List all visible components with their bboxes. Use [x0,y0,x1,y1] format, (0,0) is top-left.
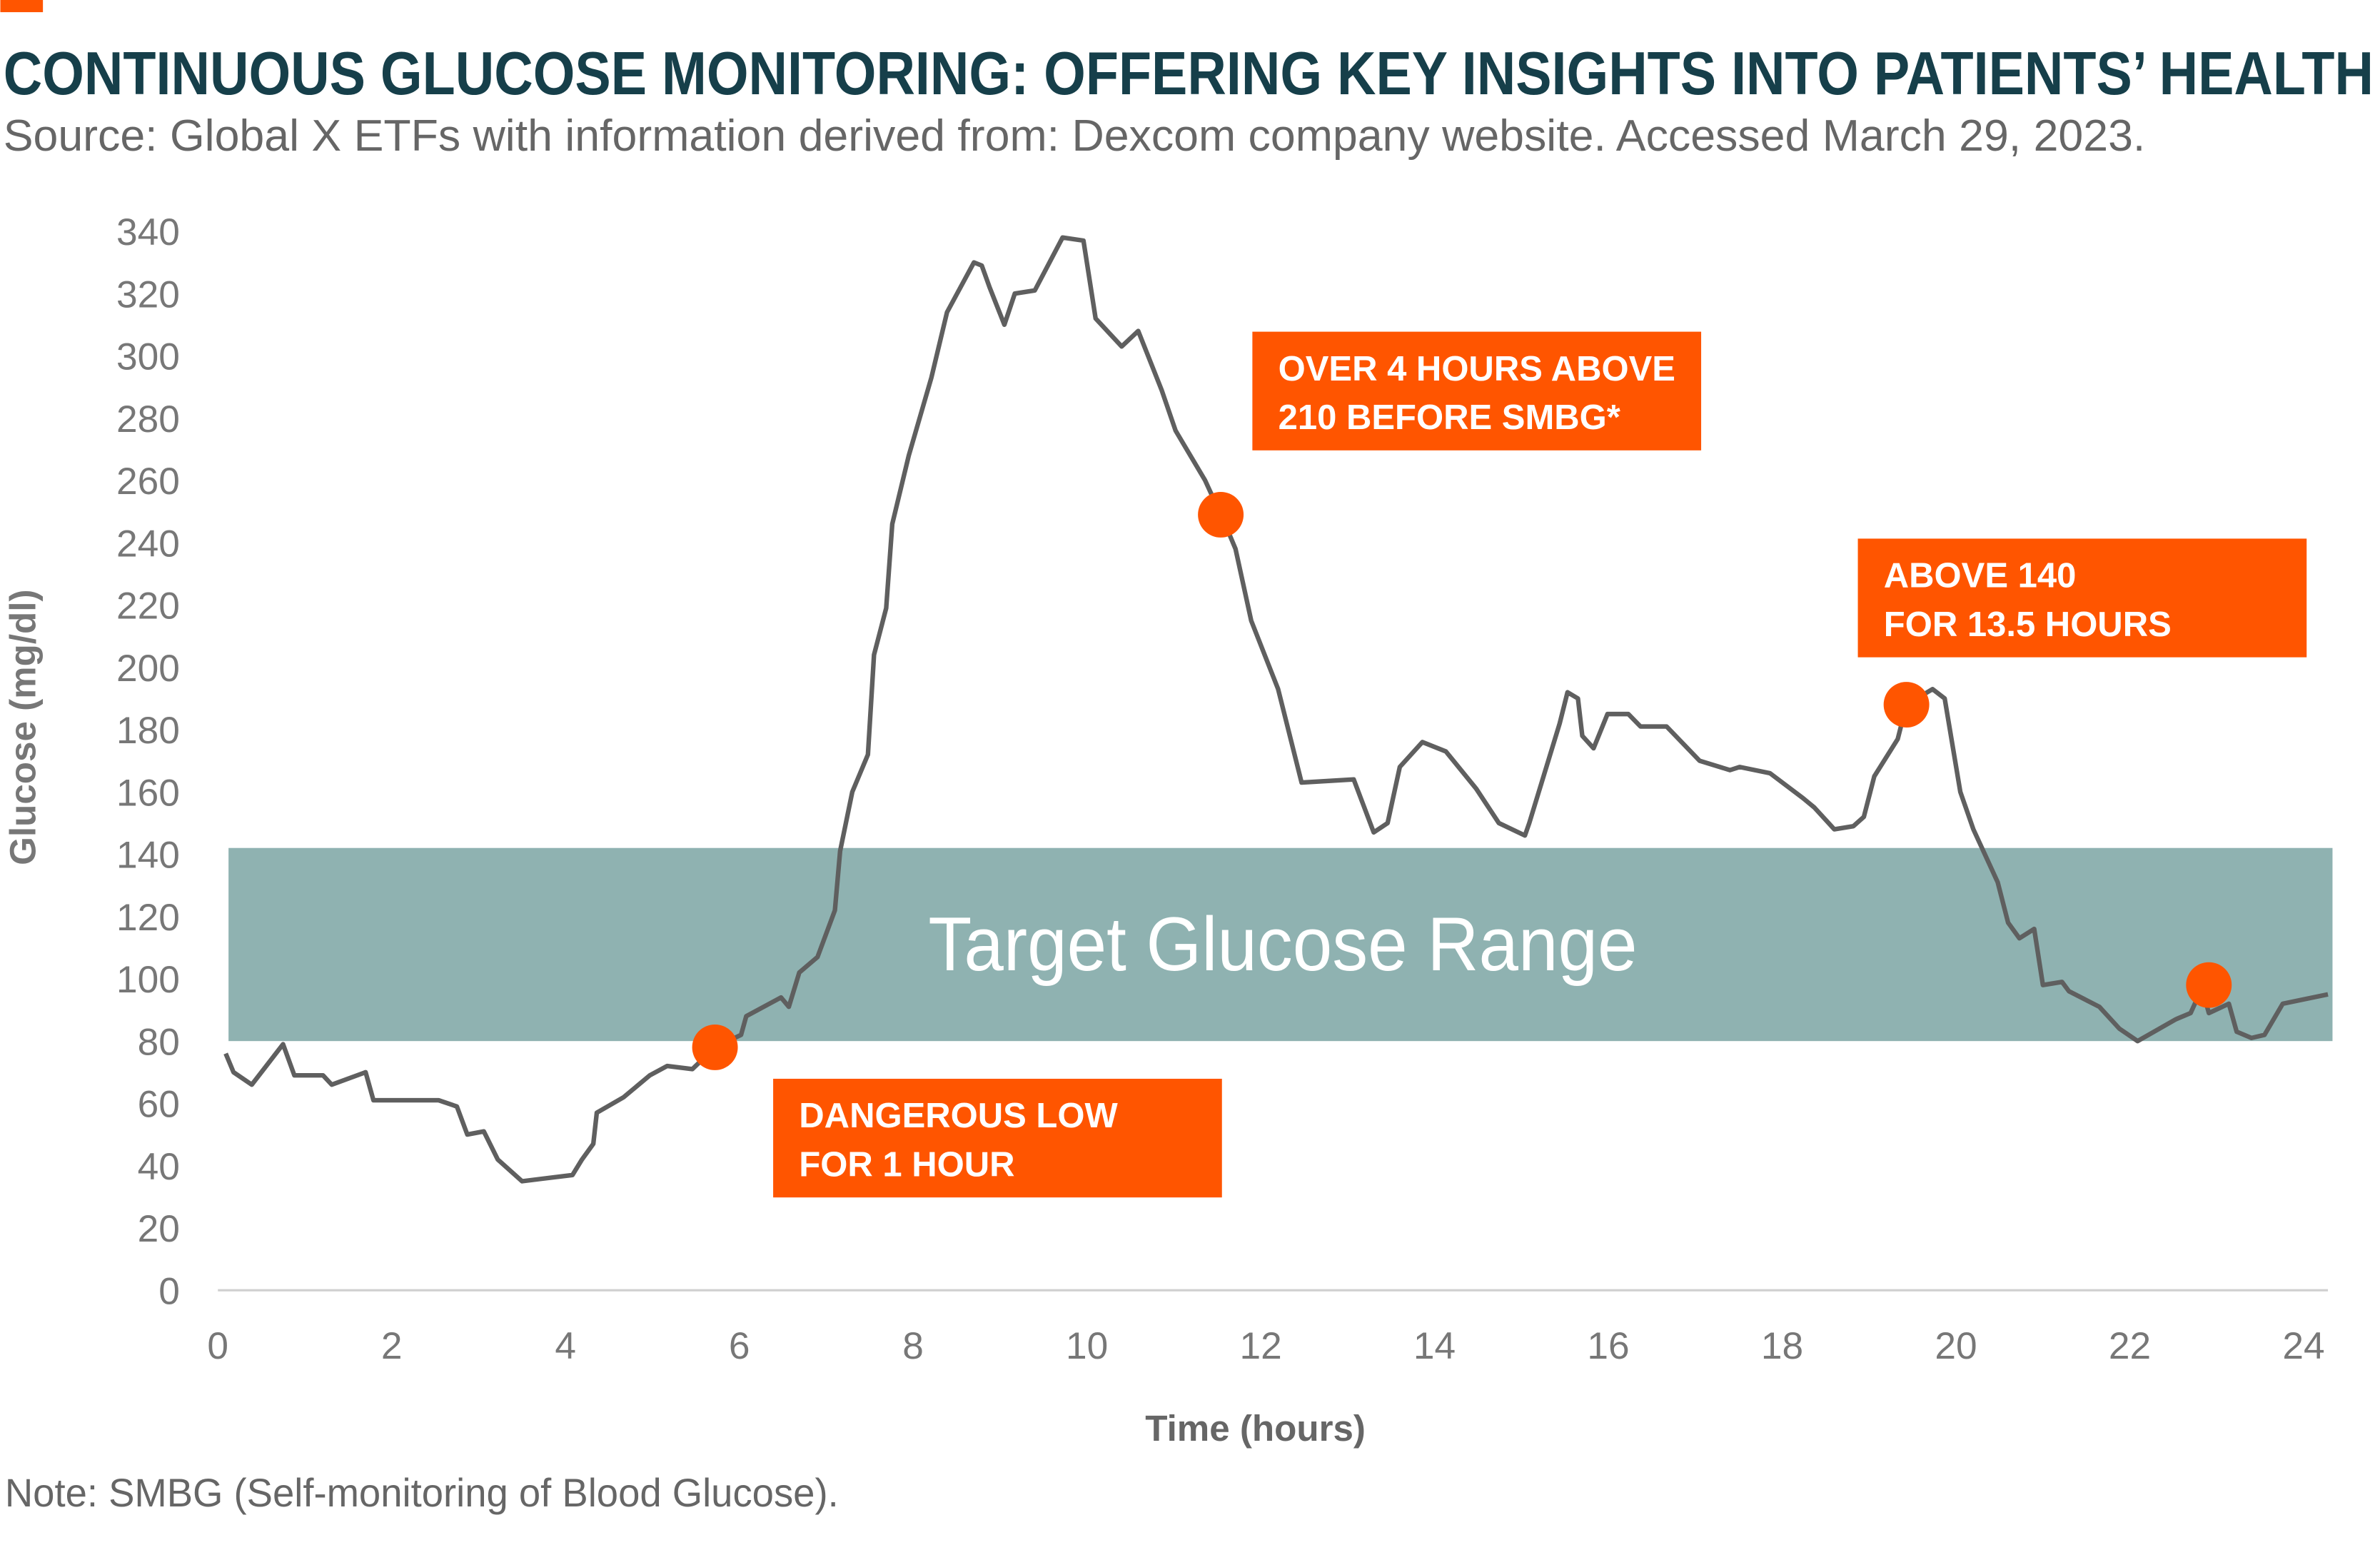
chart-subtitle: Source: Global X ETFs with information d… [4,111,2146,161]
annotation-callout: DANGEROUS LOW FOR 1 HOUR [773,1078,1222,1198]
annotation-text: FOR 13.5 HOURS [1884,605,2172,644]
y-tick-label: 120 [116,897,180,939]
annotation-text: 210 BEFORE SMBG* [1279,398,1621,437]
x-tick-label: 22 [2109,1325,2151,1367]
x-tick-label: 4 [555,1325,576,1367]
x-tick-label: 18 [1761,1325,1803,1367]
x-tick-label: 6 [729,1325,750,1367]
y-tick-label: 0 [158,1270,180,1312]
x-tick-label: 14 [1413,1325,1456,1367]
annotation-text: DANGEROUS LOW [799,1097,1118,1135]
x-tick-label: 16 [1587,1325,1629,1367]
y-tick-label: 340 [116,211,180,253]
footnote: Note: SMBG (Self-monitoring of Blood Glu… [5,1471,839,1515]
annotation-callout: OVER 4 HOURS ABOVE 210 BEFORE SMBG* [1252,331,1702,451]
y-tick-label: 280 [116,398,180,441]
annotation-text: ABOVE 140 [1884,557,2077,595]
y-tick-label: 320 [116,273,180,316]
y-tick-label: 20 [138,1208,180,1250]
y-tick-label: 260 [116,461,180,503]
y-tick-label: 60 [138,1084,180,1126]
y-tick-label: 220 [116,585,180,628]
y-tick-label: 40 [138,1146,180,1188]
y-tick-label: 240 [116,523,180,565]
y-tick-label: 180 [116,710,180,752]
y-axis-label: Glucose (mg/dl) [2,590,43,865]
y-tick-label: 100 [116,959,180,1001]
x-tick-label: 20 [1935,1325,1977,1367]
glucose-line [223,235,2329,1184]
marker-point [1883,682,1930,728]
x-tick-label: 8 [902,1325,924,1367]
y-tick-label: 300 [116,336,180,378]
y-tick-label: 160 [116,772,180,814]
target-range-label: Target Glucose Range [928,902,1637,987]
x-tick-label: 2 [381,1325,403,1367]
annotation-box [773,1078,1222,1198]
chart-title: CONTINUOUS GLUCOSE MONITORING: OFFERING … [4,40,2374,108]
annotation-text: OVER 4 HOURS ABOVE [1279,350,1675,388]
x-tick-label: 12 [1239,1325,1281,1367]
y-tick-label: 140 [116,835,180,877]
target-range-band [228,847,2333,1042]
annotation-box [1252,331,1702,451]
annotation-text: FOR 1 HOUR [799,1145,1014,1184]
x-tick-label: 24 [2282,1325,2324,1367]
annotation-box [1857,538,2307,658]
marker-point [2186,962,2232,1008]
accent-bar [0,0,44,13]
marker-point [692,1024,738,1070]
y-tick-label: 80 [138,1021,180,1063]
annotation-callout: ABOVE 140 FOR 13.5 HOURS [1857,538,2307,658]
plot-area: Target Glucose Range02040608010012014016… [116,211,2333,1367]
x-tick-label: 0 [207,1325,228,1367]
marker-point [1198,491,1244,538]
y-tick-label: 200 [116,648,180,690]
x-tick-label: 10 [1066,1325,1108,1367]
x-axis-label: Time (hours) [1145,1408,1366,1449]
